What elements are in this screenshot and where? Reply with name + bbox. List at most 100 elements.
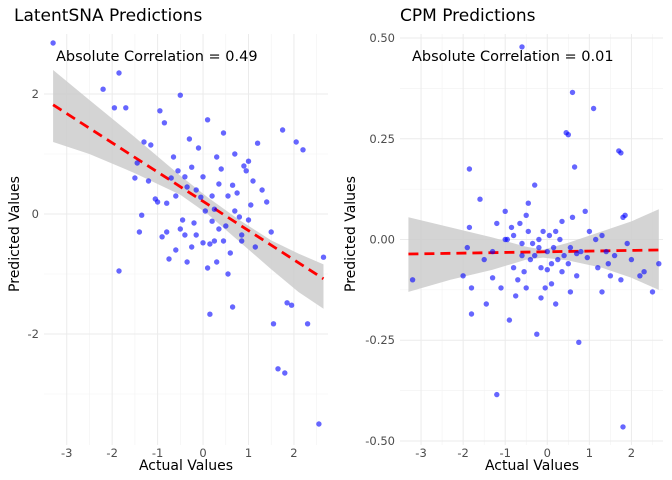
data-point [204,117,211,123]
data-point [239,238,245,244]
data-point [466,166,473,172]
data-point [229,304,236,310]
data-point [576,339,582,345]
data-point [534,331,540,337]
data-point [510,232,517,239]
data-point [510,265,517,271]
data-point [569,89,576,96]
data-point [243,168,249,174]
data-point [264,199,270,205]
data-point [553,301,559,307]
y-tick-label: 0.25 [369,132,395,146]
x-axis-label: Actual Values [139,458,233,474]
data-point [220,130,227,136]
data-point [225,193,231,199]
y-axis-label: Predicted Values [343,176,359,292]
data-point [466,224,473,231]
data-point [607,273,614,279]
data-point [229,182,236,188]
data-point [175,168,181,174]
data-point [637,273,643,279]
regression-line [52,103,325,280]
data-point [134,160,140,166]
x-tick-label: 2 [628,446,635,460]
data-point [536,236,542,243]
data-point [214,259,220,265]
data-point [204,265,211,271]
data-point [502,208,508,214]
data-point [209,193,215,199]
data-point [279,127,286,133]
x-tick-label: 2 [290,446,297,460]
x-tick-label: 1 [586,446,593,460]
data-point [275,366,281,372]
data-point [548,281,555,287]
data-point [148,142,154,148]
data-point [515,277,521,283]
data-point [214,154,220,160]
data-point [519,240,525,247]
data-point [259,187,265,193]
data-point [168,175,174,181]
data-point [569,214,576,220]
cpm-panel: CPM Predictions Absolute Correlation = 0… [343,6,663,474]
data-point [622,212,628,218]
data-point [544,267,550,273]
data-point [605,261,611,267]
data-point [521,269,527,275]
data-point [209,218,215,224]
data-point [232,208,238,214]
data-point [239,232,245,238]
data-point [618,150,624,156]
data-point [506,317,513,323]
data-point [567,289,574,295]
data-point [195,145,202,151]
data-point [620,424,626,430]
data-point [540,228,546,235]
data-point [409,277,416,283]
x-tick-label: -2 [457,446,468,460]
data-point [211,206,218,212]
data-point [525,200,531,206]
data-point [304,321,311,327]
fit-line [52,103,325,280]
data-point [477,196,483,202]
confidence-band-area [408,209,659,292]
data-point [254,140,261,146]
data-point [116,70,122,76]
x-tick-labels: -3 -2 -1 0 1 2 [61,446,298,460]
data-point [252,244,258,250]
x-tick-label: 1 [245,446,252,460]
data-point [202,208,208,214]
data-point [136,229,143,235]
data-point [232,151,238,157]
x-tick-label: -3 [415,446,426,460]
data-point [546,232,553,239]
y-tick-label: 0 [32,207,39,221]
data-point [154,199,161,205]
data-point [198,194,204,200]
data-point [182,174,188,180]
data-point [111,105,118,111]
data-point [216,226,222,232]
x-tick-label: -2 [106,446,117,460]
fit-line [408,248,659,256]
correlation-annotation: Absolute Correlation = 0.49 [56,49,258,65]
data-point [245,158,252,164]
data-point [567,244,574,251]
y-axis-label: Predicted Values [7,176,23,292]
data-point [300,147,306,153]
data-point [611,252,618,259]
data-point [236,214,243,220]
data-point [207,241,213,247]
data-point [225,271,231,277]
data-point [245,217,252,223]
chart-title: CPM Predictions [400,6,536,26]
data-point [200,174,206,180]
data-point [532,182,538,188]
data-point [508,224,515,231]
data-point [200,240,206,246]
data-point [282,370,288,376]
data-point [498,285,504,291]
data-point [544,248,550,255]
